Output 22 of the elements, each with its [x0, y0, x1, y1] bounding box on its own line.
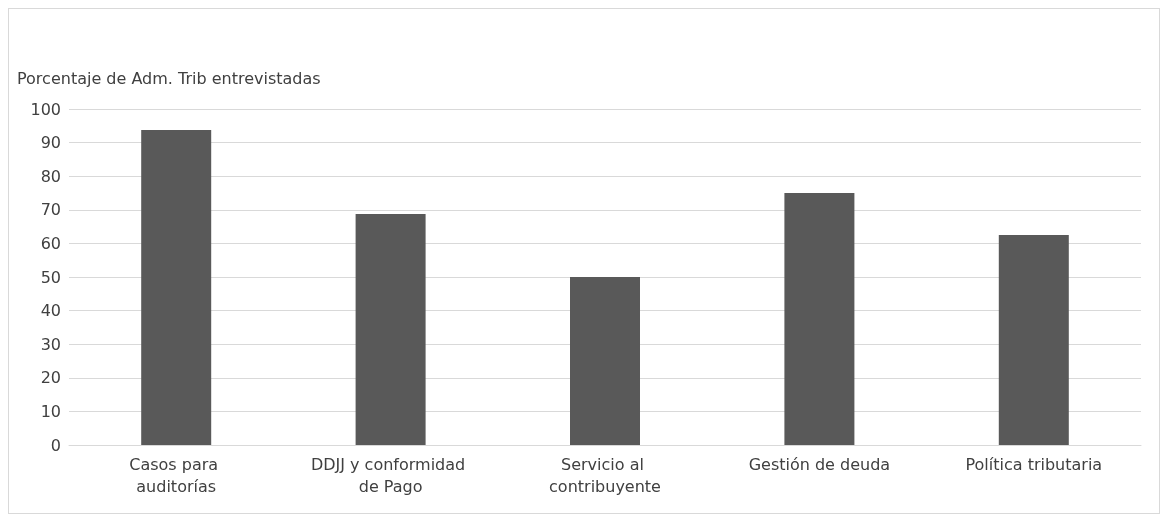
x-tick-label: Gestión de deuda [748, 454, 891, 474]
y-tick-label: 100 [30, 99, 61, 119]
y-tick-label: 90 [40, 133, 61, 153]
bar [570, 277, 640, 445]
y-tick-label: 0 [50, 435, 61, 455]
bar [998, 235, 1069, 445]
y-tick-label: 50 [40, 267, 61, 287]
y-tick-label: 70 [40, 200, 61, 220]
bar [355, 214, 426, 445]
x-tick-label: Política tributaria [965, 454, 1103, 474]
bar [784, 193, 855, 445]
bar [141, 130, 212, 445]
y-tick-label: 30 [40, 334, 61, 354]
x-tick-label: DDJJ y conformidad de Pago [310, 454, 471, 496]
y-tick-label: 20 [40, 368, 61, 388]
y-tick-label: 10 [40, 401, 61, 421]
y-tick-label: 80 [40, 166, 61, 186]
y-tick-label: 60 [40, 233, 61, 253]
y-axis-title: Porcentaje de Adm. Trib entrevistadas [17, 68, 321, 88]
x-tick-label: Servicio al contribuyente [549, 454, 661, 496]
y-tick-label: 40 [40, 301, 61, 321]
x-tick-label: Casos para auditorías [129, 454, 224, 496]
